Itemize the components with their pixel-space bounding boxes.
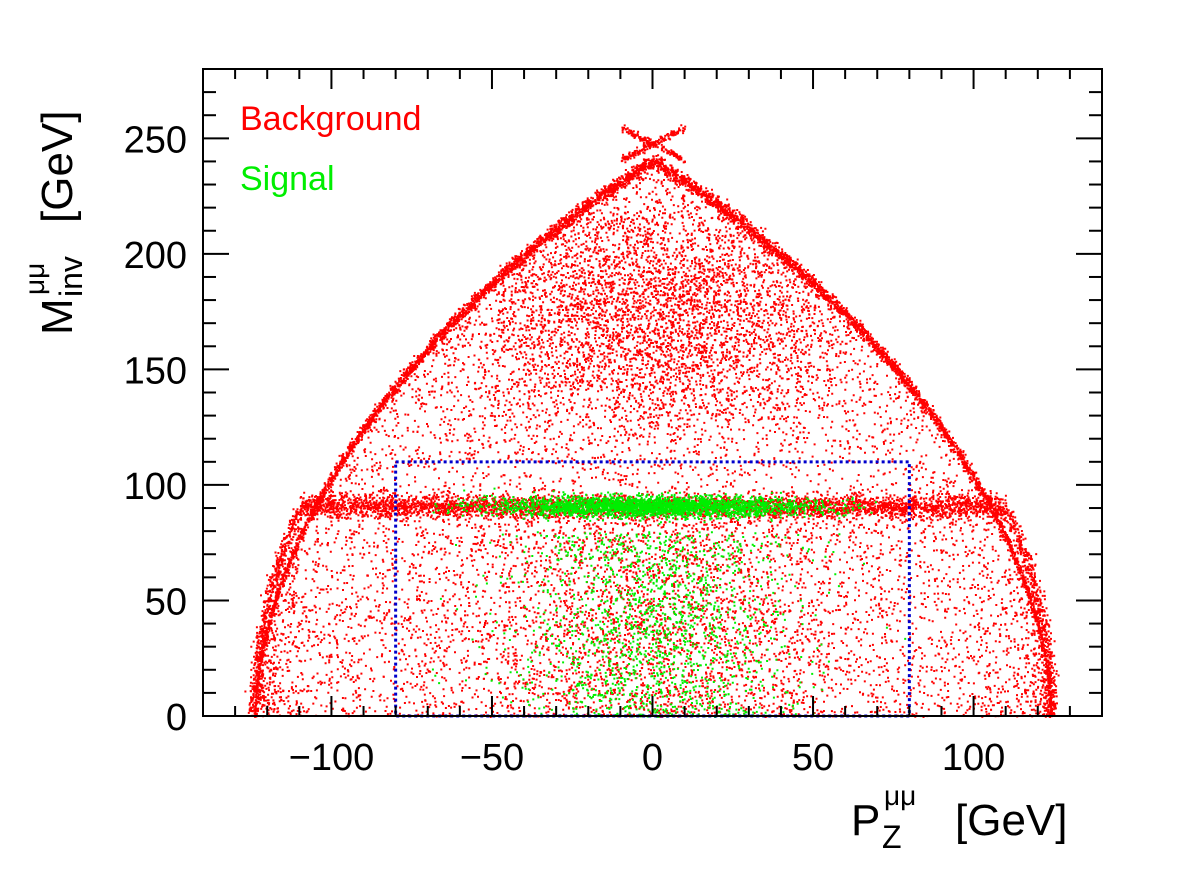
x-axis-title-unit: [GeV] xyxy=(955,796,1068,845)
x-axis-title-main: P xyxy=(851,796,880,845)
y-axis-title-unit: [GeV] xyxy=(33,111,82,224)
x-axis-ticks xyxy=(202,69,1103,716)
x-tick-label: −50 xyxy=(460,737,524,779)
y-tick-label: 200 xyxy=(124,235,187,277)
x-tick-label: 50 xyxy=(792,737,834,779)
signal-series-points xyxy=(431,487,922,718)
x-tick-label: 100 xyxy=(942,737,1005,779)
x-axis-tick-labels: −100 −50 0 50 100 xyxy=(289,737,1006,779)
x-tick-label: 0 xyxy=(642,737,663,779)
background-series-points xyxy=(244,124,1060,719)
y-tick-label: 100 xyxy=(124,466,187,508)
y-tick-label: 250 xyxy=(124,119,187,161)
x-axis-title-sup: μμ xyxy=(884,780,916,811)
legend-background-label: Background xyxy=(240,100,421,138)
y-axis-title-sub: inv xyxy=(53,256,89,297)
x-axis-title-sub: Z xyxy=(882,819,902,855)
background-scatter-marks xyxy=(244,124,1060,719)
legend-signal-label: Signal xyxy=(240,160,335,198)
y-axis-title-sup: μμ xyxy=(19,263,50,295)
y-tick-label: 50 xyxy=(145,581,187,623)
y-axis-tick-labels: 0 50 100 150 200 250 xyxy=(124,119,187,739)
x-axis-title: P xyxy=(851,796,880,845)
y-tick-label: 150 xyxy=(124,350,187,392)
y-axis-ticks xyxy=(203,68,1102,717)
x-tick-label: −100 xyxy=(289,737,375,779)
y-tick-label: 0 xyxy=(166,697,187,739)
y-axis-title-main: M xyxy=(33,298,82,335)
signal-scatter-marks xyxy=(431,487,922,718)
y-axis-title: M μμ inv [GeV] xyxy=(19,111,89,336)
